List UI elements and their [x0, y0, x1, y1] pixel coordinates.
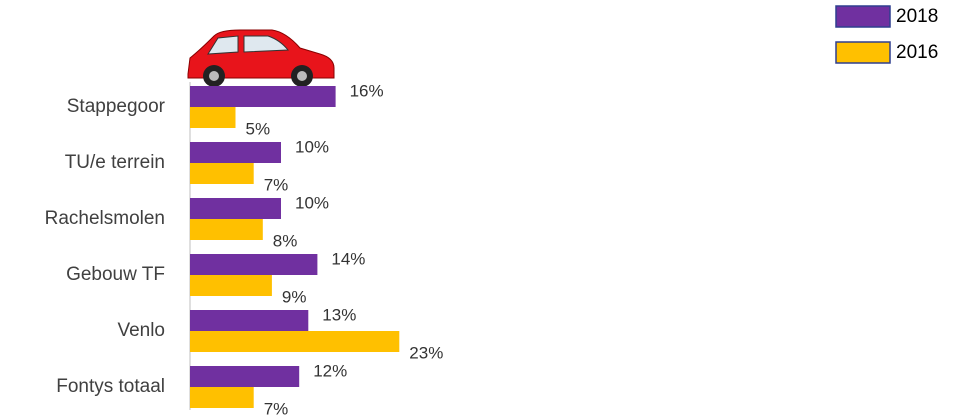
- bar: [190, 163, 254, 184]
- bar: [190, 310, 309, 331]
- value-label: 16%: [350, 81, 384, 100]
- category-label: Gebouw TF: [66, 264, 165, 285]
- category-label: Venlo: [117, 320, 165, 341]
- bar: [190, 331, 400, 352]
- legend-swatch: [835, 41, 891, 64]
- car-icon: [187, 29, 335, 87]
- bar: [190, 254, 318, 275]
- bar: [190, 387, 254, 408]
- value-label: 9%: [282, 287, 307, 306]
- value-label: 13%: [322, 305, 356, 324]
- legend-label: 2016: [896, 42, 938, 63]
- bar: [190, 107, 236, 128]
- value-label: 5%: [246, 119, 271, 138]
- category-label: Rachelsmolen: [45, 208, 165, 229]
- value-label: 8%: [273, 231, 298, 250]
- category-label: Fontys totaal: [56, 376, 165, 397]
- value-label: 23%: [409, 343, 443, 362]
- bar: [190, 86, 336, 107]
- legend-swatch: [835, 5, 891, 28]
- legend-label: 2018: [896, 6, 938, 27]
- category-label: TU/e terrein: [65, 152, 165, 173]
- value-label: 10%: [295, 193, 329, 212]
- bar: [190, 219, 263, 240]
- value-label: 12%: [313, 361, 347, 380]
- bar: [190, 198, 281, 219]
- value-label: 10%: [295, 137, 329, 156]
- value-label: 7%: [264, 175, 289, 194]
- bar: [190, 275, 272, 296]
- category-label: Stappegoor: [67, 96, 166, 117]
- value-label: 7%: [264, 399, 289, 418]
- value-label: 14%: [331, 249, 365, 268]
- bar: [190, 366, 300, 387]
- bar: [190, 142, 281, 163]
